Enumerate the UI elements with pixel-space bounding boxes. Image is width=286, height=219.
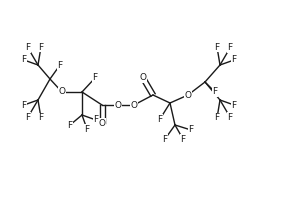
Text: O: O	[140, 74, 146, 83]
Text: F: F	[227, 44, 233, 53]
Text: O: O	[98, 118, 106, 127]
Text: F: F	[214, 42, 220, 51]
Text: F: F	[227, 113, 233, 122]
Text: O: O	[114, 101, 122, 110]
Text: F: F	[92, 74, 98, 83]
Text: F: F	[231, 55, 237, 65]
Text: F: F	[25, 44, 31, 53]
Text: O: O	[130, 101, 138, 110]
Text: F: F	[21, 55, 27, 65]
Text: O: O	[59, 88, 65, 97]
Text: F: F	[157, 115, 162, 124]
Text: F: F	[25, 113, 31, 122]
Text: F: F	[57, 60, 63, 69]
Text: F: F	[67, 120, 73, 129]
Text: F: F	[188, 125, 194, 134]
Text: O: O	[184, 90, 192, 99]
Text: F: F	[231, 101, 237, 110]
Text: F: F	[180, 134, 186, 143]
Text: F: F	[84, 124, 90, 134]
Text: F: F	[94, 115, 99, 124]
Text: F: F	[21, 101, 27, 110]
Text: F: F	[38, 113, 43, 122]
Text: F: F	[214, 113, 220, 122]
Text: F: F	[162, 134, 168, 143]
Text: F: F	[212, 88, 218, 97]
Text: F: F	[38, 42, 43, 51]
